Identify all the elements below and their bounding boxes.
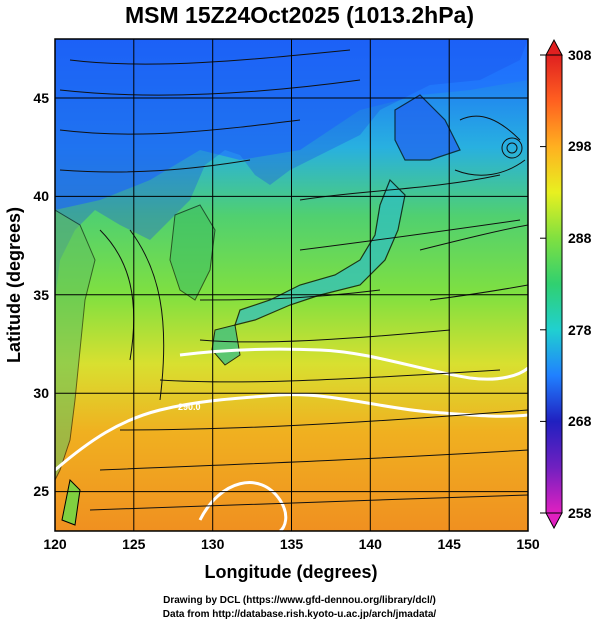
x-tick-label: 135 <box>280 536 304 552</box>
contour-290-b <box>179 347 528 381</box>
korea-peninsula <box>169 204 216 301</box>
x-tick-label: 150 <box>516 536 540 552</box>
colorbar-top-arrow <box>545 38 563 56</box>
x-tick-label: 140 <box>359 536 383 552</box>
y-tick-label: 45 <box>33 90 49 106</box>
credit-drawing: Drawing by DCL (https://www.gfd-dennou.o… <box>163 595 436 606</box>
colorbar-bottom-arrow <box>545 512 563 530</box>
x-axis-label: Longitude (degrees) <box>204 562 377 582</box>
y-tick-label: 30 <box>33 385 49 401</box>
graticule <box>55 39 528 531</box>
chart-title: MSM 15Z24Oct2025 (1013.2hPa) <box>124 2 474 28</box>
y-tick-label: 35 <box>33 287 49 303</box>
credits: Drawing by DCL (https://www.gfd-dennou.o… <box>0 594 599 622</box>
streamlines <box>59 49 528 511</box>
x-tick-label: 130 <box>201 536 225 552</box>
x-tick-label: 145 <box>438 536 462 552</box>
asia-mainland <box>55 39 528 300</box>
colorbar-tick-label: 298 <box>568 138 592 154</box>
colorbar-tick-label: 258 <box>568 505 592 521</box>
y-tick-label: 25 <box>33 483 49 499</box>
x-tick-labels: 120 125 130 135 140 145 150 <box>43 536 540 552</box>
contour-label: 290.0 <box>178 402 201 412</box>
x-tick-label: 125 <box>122 536 146 552</box>
y-axis-label: Latitude (degrees) <box>4 207 24 363</box>
plot-frame <box>54 38 529 532</box>
colorbar-tick-label: 268 <box>568 413 592 429</box>
x-tick-label: 120 <box>43 536 67 552</box>
colorbar-tick-label: 288 <box>568 230 592 246</box>
y-tick-label: 40 <box>33 188 49 204</box>
colorbar <box>545 54 563 514</box>
y-tick-labels: 25 30 35 40 45 <box>33 90 49 499</box>
colorbar-tick-label: 308 <box>568 47 592 63</box>
contour-290-c <box>198 481 288 531</box>
colorbar-tick-label: 278 <box>568 322 592 338</box>
china-coast <box>55 209 96 481</box>
hokkaido <box>394 94 461 161</box>
colorbar-ticks <box>540 54 546 514</box>
colorbar-tick-labels: 308 298 288 278 268 258 <box>568 47 592 521</box>
contour-290 <box>55 393 528 472</box>
credit-data: Data from http://database.rish.kyoto-u.a… <box>162 609 437 620</box>
